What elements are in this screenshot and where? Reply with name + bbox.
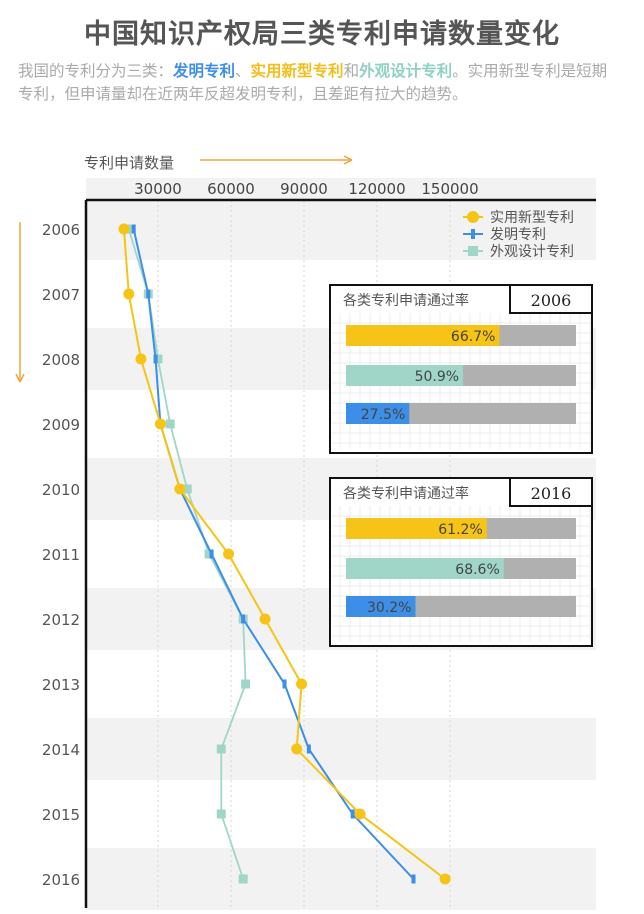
year-label: 2013: [42, 676, 80, 694]
marker-invention: [350, 809, 355, 819]
marker-utility: [296, 678, 308, 690]
marker-invention: [282, 679, 287, 689]
pass-rate-value: 50.9%: [415, 369, 459, 385]
year-label: 2008: [42, 351, 80, 369]
pass-rate-value: 66.7%: [451, 329, 495, 345]
x-tick-label: 30000: [134, 180, 182, 198]
marker-invention: [209, 549, 214, 559]
marker-design: [241, 679, 251, 689]
year-label: 2015: [42, 806, 80, 824]
pass-rate-bar-invention: [346, 403, 410, 424]
legend-marker: [467, 211, 479, 223]
pass-rate-bar-utility: [346, 518, 487, 539]
page-title: 中国知识产权局三类专利申请数量变化: [84, 19, 560, 50]
legend-label: 发明专利: [490, 227, 546, 243]
marker-invention: [241, 614, 246, 624]
marker-utility: [154, 418, 166, 430]
subtitle-sep-1: 、: [235, 62, 251, 80]
pass-rate-year-tab: [509, 477, 593, 507]
pass-rate-value: 61.2%: [438, 522, 482, 538]
year-label: 2007: [42, 286, 80, 304]
year-label: 2006: [42, 221, 80, 239]
subtitle: 我国的专利分为三类：发明专利、实用新型专利和外观设计专利。实用新型专利是短期专利…: [18, 60, 618, 106]
year-label: 2011: [42, 546, 80, 564]
x-axis-title: 专利申请数量: [84, 154, 174, 172]
marker-utility: [174, 483, 186, 495]
pass-rate-bar-design: [346, 558, 504, 579]
pass-rate-value: 30.2%: [367, 600, 411, 616]
pass-rate-bar-invention: [346, 596, 416, 617]
legend-label: 外观设计专利: [490, 244, 574, 260]
legend-marker: [471, 229, 475, 239]
marker-utility: [123, 288, 135, 300]
pass-rate-value: 27.5%: [361, 407, 405, 423]
year-label: 2010: [42, 481, 80, 499]
marker-design: [204, 549, 214, 559]
pass-rate-bar-utility: [346, 325, 500, 346]
marker-utility: [118, 223, 130, 235]
marker-utility: [135, 353, 147, 365]
pass-rate-value: 68.6%: [455, 562, 499, 578]
marker-utility: [259, 613, 271, 625]
subtitle-part-1: 我国的专利分为三类：: [18, 62, 174, 80]
subtitle-sep-2: 和: [343, 62, 360, 80]
pass-rate-bar-design: [346, 365, 464, 386]
marker-utility: [439, 873, 451, 885]
marker-utility: [291, 743, 303, 755]
year-label: 2009: [42, 416, 80, 434]
subtitle-design: 外观设计专利: [359, 62, 453, 80]
subtitle-part-2: 。实用新型专利是短期专利，但申请量却在近两年反超发明专利，且差距有拉大的趋势。: [18, 62, 608, 103]
legend-marker: [468, 246, 478, 256]
marker-invention: [411, 874, 416, 884]
marker-invention: [153, 354, 158, 364]
pass-rate-year: 2006: [531, 291, 572, 310]
year-label: 2012: [42, 611, 80, 629]
row-band: [86, 718, 596, 780]
pass-rate-title: 各类专利申请通过率: [343, 485, 469, 502]
tick-band: [86, 178, 596, 200]
marker-design: [153, 354, 163, 364]
x-tick-label: 60000: [207, 180, 255, 198]
year-label: 2016: [42, 871, 80, 889]
marker-invention: [306, 744, 311, 754]
pass-rate-box-2006: 各类专利申请通过率 2006 66.7% 50.9% 27.5%: [329, 284, 593, 454]
pass-rate-year-tab: [509, 284, 593, 314]
marker-design: [216, 809, 226, 819]
legend-label: 实用新型专利: [490, 210, 574, 226]
x-axis-arrow-head: [343, 155, 353, 165]
x-tick-label: 90000: [280, 180, 328, 198]
x-tick-label: 120000: [348, 180, 405, 198]
marker-design: [182, 484, 192, 494]
row-band: [86, 198, 596, 260]
subtitle-utility: 实用新型专利: [250, 62, 344, 80]
row-band: [86, 848, 596, 910]
marker-invention: [146, 289, 151, 299]
pass-rate-year: 2016: [531, 484, 572, 503]
x-tick-label: 150000: [421, 180, 478, 198]
marker-design: [165, 419, 175, 429]
marker-invention: [131, 224, 136, 234]
pass-rate-title: 各类专利申请通过率: [343, 292, 469, 309]
subtitle-invention: 发明专利: [173, 62, 236, 80]
marker-utility: [354, 808, 366, 820]
y-axis-arrow-head: [15, 373, 25, 383]
marker-design: [216, 744, 226, 754]
marker-utility: [223, 548, 235, 560]
pass-rate-box-2016: 各类专利申请通过率 2016 61.2% 68.6% 30.2%: [329, 477, 593, 647]
marker-design: [238, 874, 248, 884]
year-label: 2014: [42, 741, 80, 759]
